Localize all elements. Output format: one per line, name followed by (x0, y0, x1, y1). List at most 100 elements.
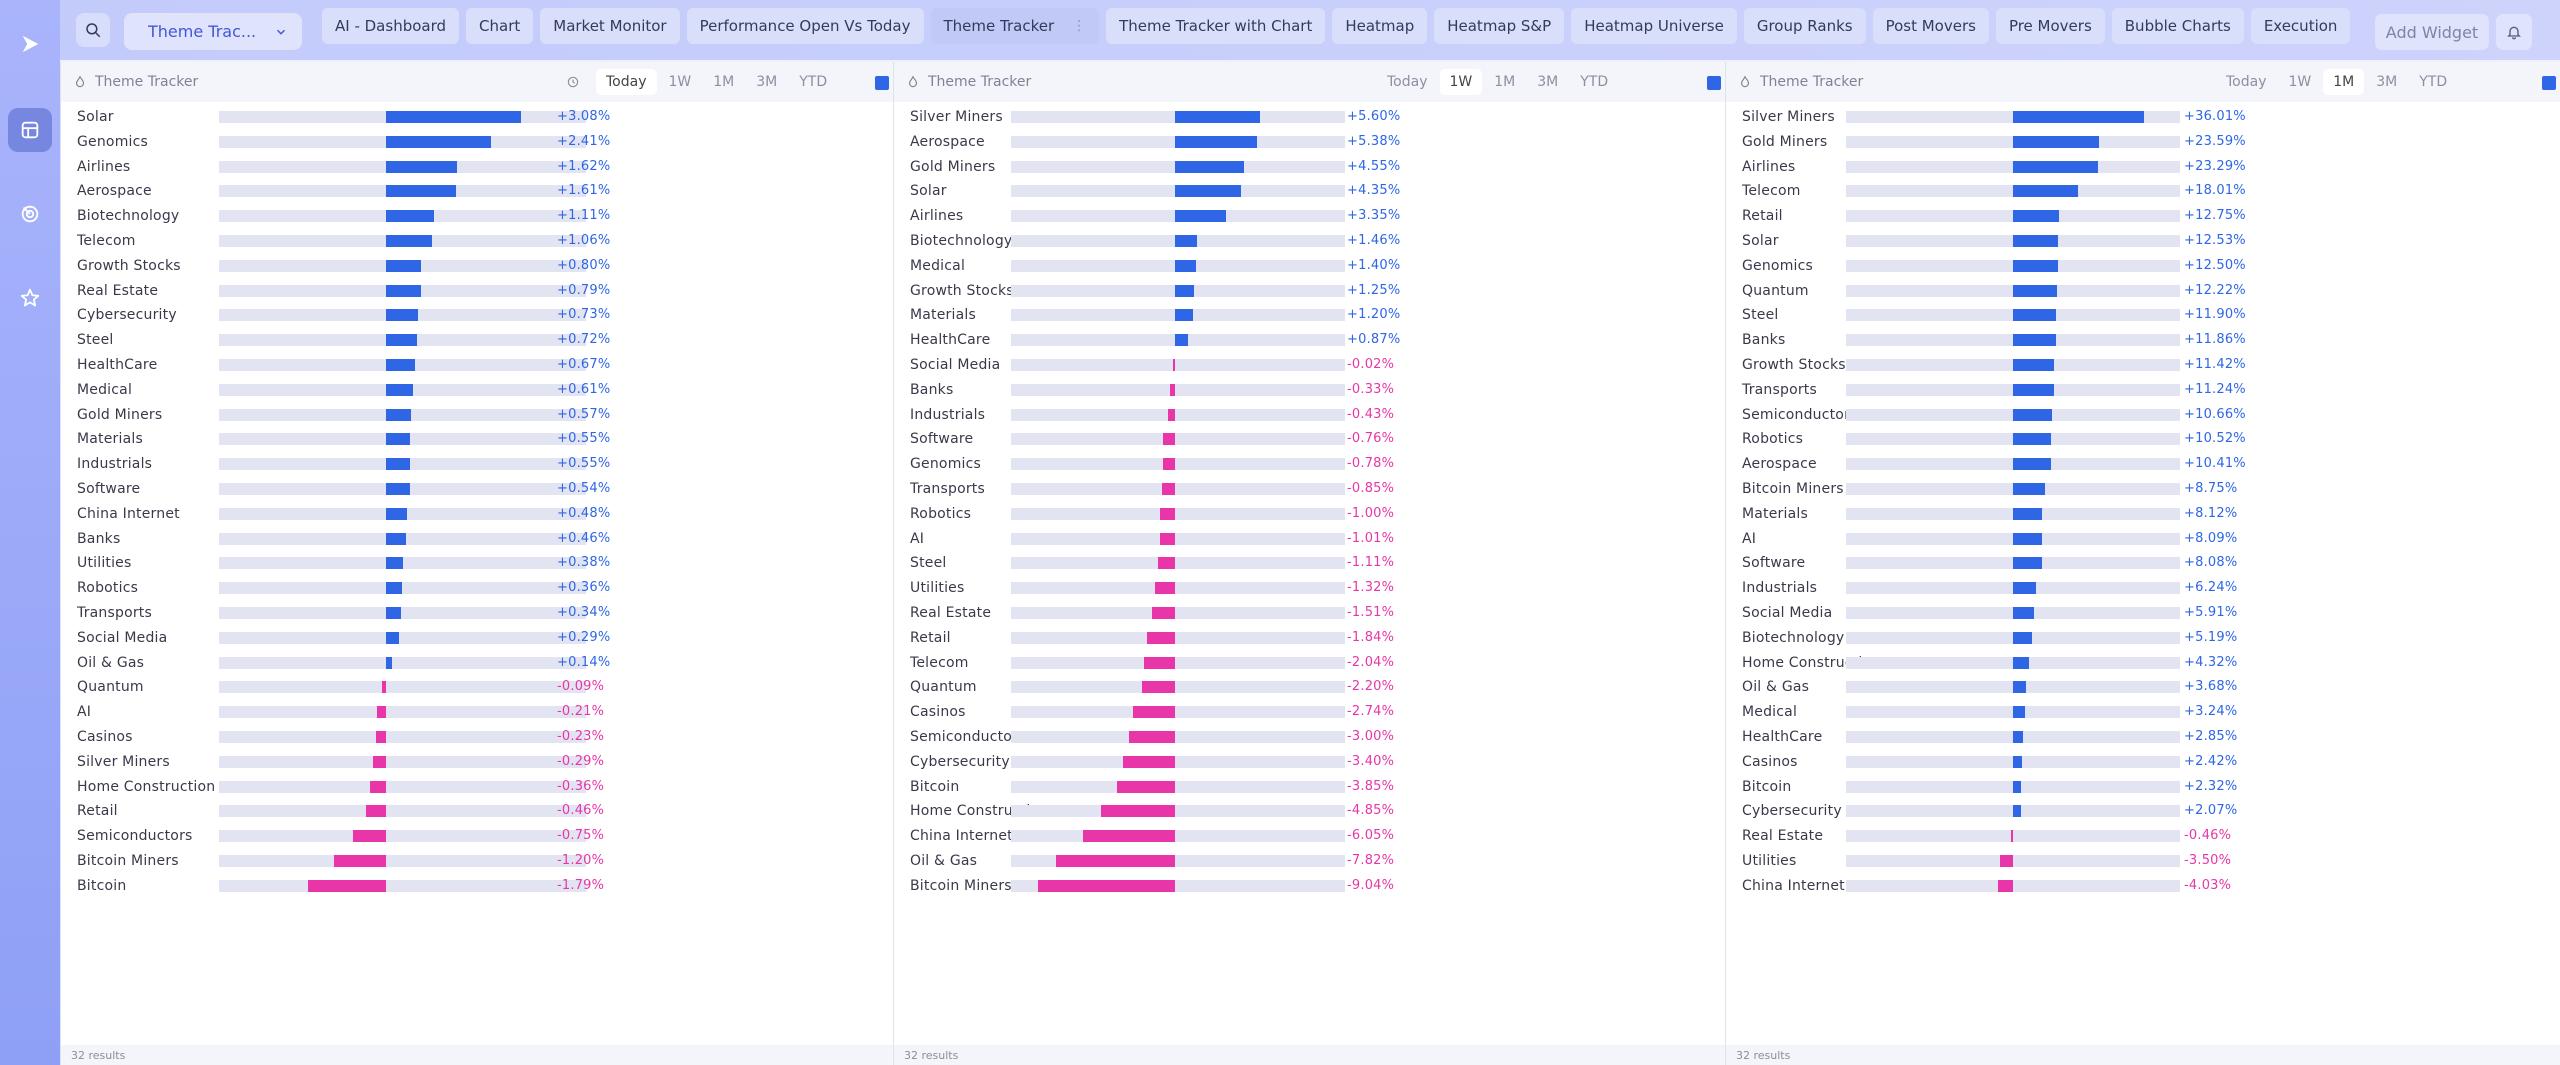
search-button[interactable] (76, 13, 110, 47)
period-3m[interactable]: 3M (1537, 74, 1559, 90)
period-today[interactable]: Today (2226, 74, 2267, 90)
add-widget-button[interactable]: Add Widget (2375, 14, 2489, 50)
theme-row[interactable]: Real Estate +0.79% (61, 280, 893, 302)
period-1w[interactable]: 1W (2288, 74, 2312, 90)
theme-row[interactable]: Utilities -3.50% (1726, 850, 2560, 872)
period-1w[interactable]: 1W (668, 74, 692, 90)
theme-row[interactable]: Medical +1.40% (894, 255, 1725, 277)
theme-row[interactable]: Industrials -0.43% (894, 404, 1725, 426)
theme-row[interactable]: Semiconductors -0.75% (61, 825, 893, 847)
theme-row[interactable]: Utilities -1.32% (894, 577, 1725, 599)
theme-row[interactable]: Oil & Gas +3.68% (1726, 676, 2560, 698)
tab-heatmap[interactable]: Heatmap (1332, 8, 1428, 44)
theme-row[interactable]: Industrials +0.55% (61, 453, 893, 475)
theme-row[interactable]: Genomics +12.50% (1726, 255, 2560, 277)
theme-row[interactable]: Software +8.08% (1726, 552, 2560, 574)
tab-heatmap-s-p[interactable]: Heatmap S&P (1434, 8, 1565, 44)
theme-row[interactable]: AI +8.09% (1726, 528, 2560, 550)
tab-chart[interactable]: Chart (466, 8, 534, 44)
theme-row[interactable]: Quantum +12.22% (1726, 280, 2560, 302)
theme-row[interactable]: Software -0.76% (894, 428, 1725, 450)
theme-row[interactable]: Retail -0.46% (61, 800, 893, 822)
period-today[interactable]: Today (596, 69, 657, 95)
tab-menu-icon[interactable]: ⋮ (1072, 18, 1087, 34)
theme-row[interactable]: Steel +11.90% (1726, 304, 2560, 326)
theme-row[interactable]: Real Estate -0.46% (1726, 825, 2560, 847)
theme-row[interactable]: Social Media -0.02% (894, 354, 1725, 376)
theme-row[interactable]: Robotics +0.36% (61, 577, 893, 599)
theme-row[interactable]: Software +0.54% (61, 478, 893, 500)
theme-row[interactable]: China Internet -6.05% (894, 825, 1725, 847)
theme-row[interactable]: Telecom -2.04% (894, 652, 1725, 674)
tab-theme-tracker[interactable]: Theme Tracker ⋮ (930, 8, 1100, 44)
theme-row[interactable]: Aerospace +1.61% (61, 180, 893, 202)
theme-row[interactable]: China Internet +0.48% (61, 503, 893, 525)
theme-row[interactable]: Solar +12.53% (1726, 230, 2560, 252)
tab-theme-tracker-with-chart[interactable]: Theme Tracker with Chart (1106, 8, 1326, 44)
theme-row[interactable]: Growth Stocks +0.80% (61, 255, 893, 277)
theme-row[interactable]: Medical +0.61% (61, 379, 893, 401)
period-ytd[interactable]: YTD (1580, 74, 1609, 90)
theme-row[interactable]: Silver Miners +5.60% (894, 106, 1725, 128)
theme-row[interactable]: Genomics +2.41% (61, 131, 893, 153)
theme-row[interactable]: Home Construction -0.36% (61, 776, 893, 798)
theme-row[interactable]: Bitcoin -3.85% (894, 776, 1725, 798)
theme-row[interactable]: Banks +0.46% (61, 528, 893, 550)
theme-row[interactable]: Banks -0.33% (894, 379, 1725, 401)
theme-row[interactable]: Banks +11.86% (1726, 329, 2560, 351)
theme-row[interactable]: Airlines +3.35% (894, 205, 1725, 227)
theme-row[interactable]: Bitcoin -1.79% (61, 875, 893, 897)
theme-row[interactable]: Casinos +2.42% (1726, 751, 2560, 773)
theme-row[interactable]: Retail +12.75% (1726, 205, 2560, 227)
theme-row[interactable]: Quantum -0.09% (61, 676, 893, 698)
theme-row[interactable]: Social Media +0.29% (61, 627, 893, 649)
notifications-button[interactable] (2496, 14, 2532, 50)
theme-row[interactable]: Materials +0.55% (61, 428, 893, 450)
theme-row[interactable]: Oil & Gas -7.82% (894, 850, 1725, 872)
theme-row[interactable]: Robotics -1.00% (894, 503, 1725, 525)
tab-group-ranks[interactable]: Group Ranks (1743, 8, 1866, 44)
star-icon[interactable] (8, 276, 52, 320)
tab-pre-movers[interactable]: Pre Movers (1995, 8, 2105, 44)
theme-row[interactable]: Gold Miners +23.59% (1726, 131, 2560, 153)
theme-row[interactable]: Retail -1.84% (894, 627, 1725, 649)
theme-row[interactable]: HealthCare +0.87% (894, 329, 1725, 351)
theme-row[interactable]: Biotechnology +5.19% (1726, 627, 2560, 649)
tab-ai-dashboard[interactable]: AI - Dashboard (322, 8, 460, 44)
theme-row[interactable]: Solar +4.35% (894, 180, 1725, 202)
theme-row[interactable]: Bitcoin +2.32% (1726, 776, 2560, 798)
theme-row[interactable]: Transports +0.34% (61, 602, 893, 624)
theme-row[interactable]: Aerospace +10.41% (1726, 453, 2560, 475)
theme-row[interactable]: Casinos -0.23% (61, 726, 893, 748)
tab-heatmap-universe[interactable]: Heatmap Universe (1571, 8, 1737, 44)
panel-color-swatch[interactable] (875, 76, 889, 90)
theme-row[interactable]: Home Construction +4.32% (1726, 652, 2560, 674)
theme-row[interactable]: Casinos -2.74% (894, 701, 1725, 723)
tab-market-monitor[interactable]: Market Monitor (540, 8, 680, 44)
theme-row[interactable]: AI -0.21% (61, 701, 893, 723)
theme-row[interactable]: Quantum -2.20% (894, 676, 1725, 698)
theme-row[interactable]: Home Construction -4.85% (894, 800, 1725, 822)
theme-row[interactable]: Cybersecurity -3.40% (894, 751, 1725, 773)
theme-row[interactable]: Biotechnology +1.46% (894, 230, 1725, 252)
theme-row[interactable]: Medical +3.24% (1726, 701, 2560, 723)
theme-row[interactable]: Robotics +10.52% (1726, 428, 2560, 450)
theme-row[interactable]: Airlines +23.29% (1726, 156, 2560, 178)
period-1m[interactable]: 1M (1494, 74, 1516, 90)
theme-row[interactable]: Bitcoin Miners -1.20% (61, 850, 893, 872)
theme-row[interactable]: Transports -0.85% (894, 478, 1725, 500)
period-ytd[interactable]: YTD (799, 74, 828, 90)
theme-row[interactable]: Growth Stocks +1.25% (894, 280, 1725, 302)
theme-row[interactable]: Biotechnology +1.11% (61, 205, 893, 227)
period-3m[interactable]: 3M (2376, 74, 2398, 90)
tab-execution[interactable]: Execution (2250, 8, 2351, 44)
theme-row[interactable]: Telecom +1.06% (61, 230, 893, 252)
tab-performance-open-vs-today[interactable]: Performance Open Vs Today (686, 8, 924, 44)
panel-color-swatch[interactable] (1707, 76, 1721, 90)
history-clock-icon[interactable] (566, 75, 580, 89)
theme-row[interactable]: Materials +1.20% (894, 304, 1725, 326)
theme-row[interactable]: HealthCare +2.85% (1726, 726, 2560, 748)
theme-row[interactable]: Silver Miners +36.01% (1726, 106, 2560, 128)
theme-row[interactable]: Social Media +5.91% (1726, 602, 2560, 624)
theme-row[interactable]: Genomics -0.78% (894, 453, 1725, 475)
